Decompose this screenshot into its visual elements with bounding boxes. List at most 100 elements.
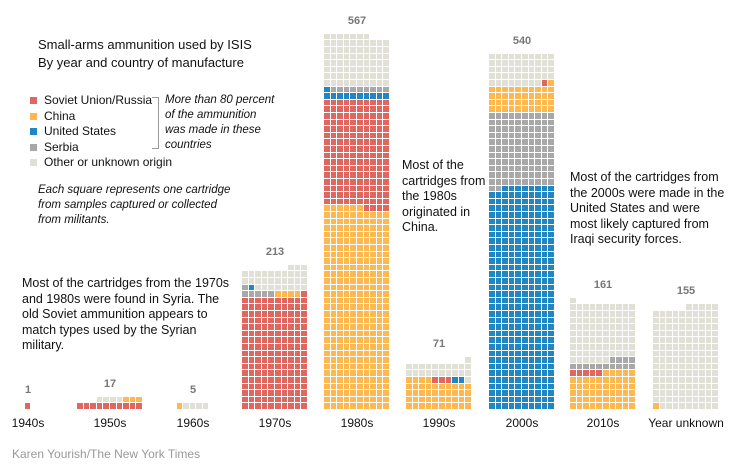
square-other	[692, 383, 699, 390]
square-soviet	[255, 344, 261, 350]
square-other	[609, 337, 616, 343]
square-other	[502, 60, 508, 66]
square-other	[616, 350, 622, 357]
square-other	[686, 370, 692, 376]
square-us	[522, 218, 528, 225]
square-other	[596, 304, 602, 310]
square-us	[535, 258, 541, 264]
square-other	[96, 396, 103, 403]
square-china	[495, 93, 502, 99]
square-us	[495, 383, 502, 390]
square-serbia	[522, 139, 528, 145]
square-other	[622, 324, 629, 330]
square-china	[357, 350, 363, 357]
square-other	[712, 403, 718, 409]
square-china	[609, 383, 616, 390]
square-other	[705, 363, 712, 370]
square-china	[376, 330, 383, 337]
square-other	[508, 66, 515, 73]
square-other	[699, 383, 705, 390]
total-label: 540	[512, 34, 532, 47]
square-soviet	[301, 377, 307, 383]
square-china	[350, 330, 356, 337]
square-china	[330, 350, 337, 357]
x-tick-label: 1960s	[176, 416, 210, 430]
square-soviet	[445, 377, 452, 383]
square-china	[383, 377, 389, 383]
square-serbia	[522, 146, 528, 152]
square-china	[350, 344, 356, 350]
square-china	[350, 357, 356, 363]
square-serbia	[548, 119, 554, 126]
square-soviet	[301, 311, 307, 317]
square-china	[337, 311, 343, 317]
square-china	[350, 264, 356, 271]
square-china	[350, 350, 356, 357]
square-soviet	[337, 139, 343, 145]
square-china	[616, 377, 622, 383]
square-other	[596, 324, 602, 330]
legend-item-soviet: Soviet Union/Russia	[30, 93, 172, 109]
square-china	[439, 403, 445, 409]
square-us	[522, 311, 528, 317]
square-china	[357, 297, 363, 304]
square-other	[659, 344, 666, 350]
square-china	[350, 258, 356, 264]
square-us	[522, 297, 528, 304]
square-other	[679, 337, 685, 343]
square-china	[452, 383, 458, 390]
square-us	[522, 317, 528, 324]
square-china	[589, 396, 596, 403]
square-other	[439, 370, 445, 376]
square-us	[515, 396, 521, 403]
square-us	[515, 284, 521, 291]
square-china	[629, 383, 635, 390]
square-china	[324, 377, 330, 383]
square-us	[528, 304, 535, 310]
square-other	[370, 66, 376, 73]
square-soviet	[242, 377, 248, 383]
square-us	[502, 337, 508, 343]
square-us	[522, 284, 528, 291]
square-soviet	[301, 370, 307, 376]
square-other	[110, 396, 116, 403]
square-us	[502, 317, 508, 324]
square-other	[699, 396, 705, 403]
square-china	[350, 317, 356, 324]
legend: Soviet Union/Russia China United States Ser…	[30, 93, 172, 171]
square-soviet	[363, 106, 370, 112]
square-china	[337, 212, 343, 218]
square-soviet	[268, 377, 274, 383]
square-serbia	[495, 119, 502, 126]
square-us	[508, 337, 515, 343]
square-us	[495, 278, 502, 284]
square-soviet	[337, 126, 343, 132]
square-us	[541, 297, 548, 304]
square-other	[596, 337, 602, 343]
square-china	[363, 291, 370, 297]
square-us	[541, 284, 548, 291]
square-us	[515, 324, 521, 330]
square-soviet	[261, 383, 268, 390]
square-soviet	[363, 132, 370, 139]
square-soviet	[242, 311, 248, 317]
square-us	[515, 185, 521, 192]
square-china	[495, 99, 502, 106]
square-china	[330, 403, 337, 409]
square-soviet	[350, 106, 356, 112]
square-soviet	[350, 179, 356, 185]
square-us	[495, 297, 502, 304]
square-us	[495, 396, 502, 403]
square-serbia	[528, 146, 535, 152]
annotation-us: Most of the cartridges from the 2000s we…	[570, 170, 725, 246]
square-china	[330, 311, 337, 317]
square-china	[383, 396, 389, 403]
square-us	[535, 324, 541, 330]
square-soviet	[376, 165, 383, 172]
square-china	[370, 297, 376, 304]
square-china	[363, 258, 370, 264]
square-other	[686, 317, 692, 324]
square-serbia	[508, 179, 515, 185]
square-soviet	[324, 185, 330, 192]
square-other	[528, 73, 535, 79]
